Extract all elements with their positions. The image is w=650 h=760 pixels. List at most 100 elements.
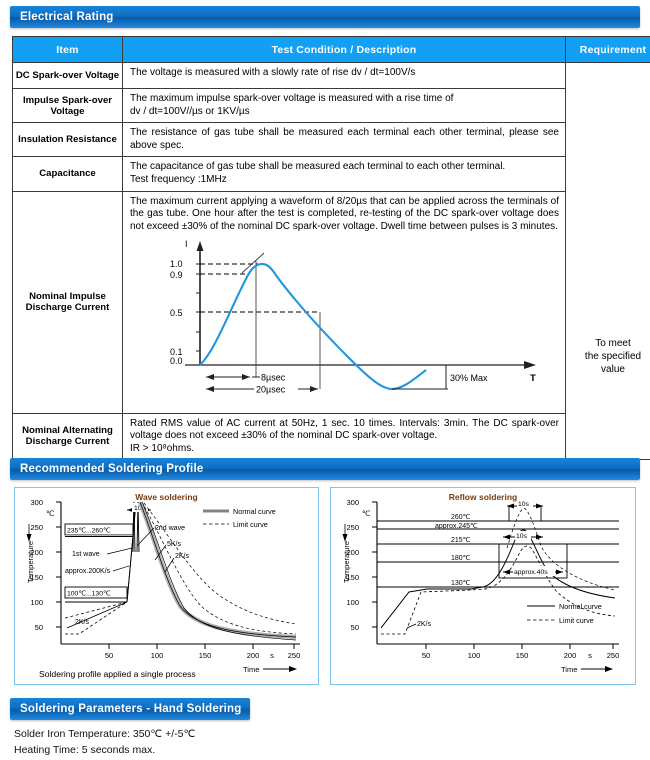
- svg-text:150: 150: [516, 651, 529, 660]
- row-item-capacitance: Capacitance: [12, 156, 123, 192]
- svg-text:Normal curve: Normal curve: [233, 507, 276, 516]
- svg-text:2K/s: 2K/s: [175, 553, 190, 560]
- hand-soldering-parameters: Solder Iron Temperature: 350℃ +/-5℃ Heat…: [14, 726, 414, 758]
- svg-text:2K/s: 2K/s: [417, 621, 432, 628]
- svg-text:℃: ℃: [46, 509, 55, 518]
- svg-text:50: 50: [422, 651, 430, 660]
- row-item-nominal-alternating-discharge-current: Nominal Alternating Discharge Current: [12, 412, 123, 461]
- row-desc-insulation-resistance: The resistance of gas tube shall be meas…: [122, 122, 566, 158]
- impulse-waveform-figure: I T 1.0 0.9 0.5 0.1 0.0: [130, 237, 559, 402]
- desc-line: The voltage is measured with a slowly ra…: [130, 67, 416, 78]
- desc-line: dv / dt=100V//µs or 1KV/µs: [130, 105, 250, 117]
- table-row: Insulation Resistance The resistance of …: [12, 122, 650, 158]
- svg-text:approx.200K/s: approx.200K/s: [65, 568, 111, 575]
- svg-text:8µsec: 8µsec: [261, 373, 286, 383]
- svg-text:300: 300: [30, 498, 43, 507]
- section-title-soldering-parameters: Soldering Parameters - Hand Soldering: [20, 703, 242, 715]
- row-desc-impulse-spark-over-voltage: The maximum impulse spark-over voltage i…: [122, 87, 566, 124]
- svg-text:100: 100: [30, 598, 43, 607]
- section-title-soldering-profile: Recommended Soldering Profile: [20, 463, 204, 475]
- svg-text:Limit curve: Limit curve: [233, 520, 268, 529]
- wave-soldering-title: Wave soldering: [135, 492, 198, 502]
- svg-text:100: 100: [151, 651, 164, 660]
- svg-text:20µsec: 20µsec: [256, 385, 286, 395]
- svg-text:50: 50: [35, 623, 43, 632]
- reflow-soldering-title: Reflow soldering: [448, 492, 518, 502]
- section-title-electrical-rating: Electrical Rating: [20, 11, 114, 23]
- section-header-soldering-profile: Recommended Soldering Profile: [10, 458, 640, 480]
- column-header-item: Item: [12, 36, 123, 63]
- svg-text:150: 150: [199, 651, 212, 660]
- impulse-waveform-svg: I T 1.0 0.9 0.5 0.1 0.0: [170, 239, 536, 396]
- svg-text:100℃...130℃: 100℃...130℃: [67, 591, 111, 598]
- svg-text:approx.40s: approx.40s: [514, 569, 548, 576]
- svg-text:50: 50: [351, 623, 359, 632]
- svg-text:1st wave: 1st wave: [72, 551, 100, 558]
- svg-text:200: 200: [30, 548, 43, 557]
- svg-text:180℃: 180℃: [451, 555, 471, 562]
- desc-paragraph: Rated RMS value of AC current at 50Hz, 1…: [130, 417, 559, 442]
- reflow-soldering-svg: 300 250 200 150 100 50 ℃ Temperature 50: [342, 498, 619, 674]
- table-row: Nominal Alternating Discharge Current Ra…: [12, 412, 650, 461]
- svg-text:300: 300: [346, 498, 359, 507]
- svg-text:0.5: 0.5: [170, 308, 183, 318]
- svg-text:I: I: [185, 239, 188, 249]
- svg-text:approx.245℃: approx.245℃: [435, 523, 478, 530]
- row-desc-capacitance: The capacitance of gas tube shall be mea…: [122, 156, 566, 192]
- svg-text:Limit curve: Limit curve: [559, 616, 594, 625]
- wave-soldering-caption: Soldering profile applied a single proce…: [39, 669, 196, 679]
- svg-text:150: 150: [346, 573, 359, 582]
- row-item-dc-spark-over-voltage: DC Spark-over Voltage: [12, 62, 123, 89]
- svg-text:100: 100: [346, 598, 359, 607]
- row-item-insulation-resistance: Insulation Resistance: [12, 122, 123, 158]
- section-header-soldering-parameters: Soldering Parameters - Hand Soldering: [10, 698, 250, 720]
- solder-iron-temperature: Solder Iron Temperature: 350℃ +/-5℃: [14, 728, 196, 740]
- reflow-soldering-chart: Reflow soldering 300 250 200 150 100 50 …: [330, 487, 636, 685]
- svg-text:2nd wave: 2nd wave: [155, 525, 185, 532]
- desc-line: The maximum impulse spark-over voltage i…: [130, 93, 454, 104]
- svg-text:200: 200: [564, 651, 577, 660]
- svg-text:10s: 10s: [518, 501, 530, 508]
- row-desc-nominal-alternating-discharge-current: Rated RMS value of AC current at 50Hz, 1…: [122, 412, 566, 461]
- svg-text:2K/s: 2K/s: [75, 619, 90, 626]
- svg-text:10s: 10s: [516, 533, 528, 540]
- svg-text:130℃: 130℃: [451, 580, 471, 587]
- wave-soldering-chart: Wave soldering 300 250 200 150 100 50 ℃: [14, 487, 319, 685]
- row-desc-dc-spark-over-voltage: The voltage is measured with a slowly ra…: [122, 62, 566, 89]
- svg-text:0.1: 0.1: [170, 347, 183, 357]
- svg-text:250: 250: [30, 523, 43, 532]
- column-header-description: Test Condition / Description: [122, 36, 566, 63]
- svg-text:215℃: 215℃: [451, 537, 471, 544]
- svg-text:s: s: [270, 651, 274, 660]
- desc-paragraph: The maximum current applying a waveform …: [130, 195, 559, 232]
- svg-text:Normal curve: Normal curve: [559, 602, 602, 611]
- row-item-impulse-spark-over-voltage: Impulse Spark-over Voltage: [12, 87, 123, 124]
- table-row: Nominal Impulse Discharge Current The ma…: [12, 190, 650, 414]
- requirement-line-1: To meet: [595, 337, 631, 349]
- table-header-row: Item Test Condition / Description Requir…: [12, 36, 650, 63]
- desc-line: Test frequency :1MHz: [130, 173, 227, 185]
- svg-text:250: 250: [288, 651, 301, 660]
- row-desc-nominal-impulse-discharge-current: The maximum current applying a waveform …: [122, 190, 566, 414]
- svg-text:50: 50: [105, 651, 113, 660]
- column-header-requirement: Requirement: [565, 36, 650, 63]
- svg-text:200: 200: [346, 548, 359, 557]
- svg-text:100: 100: [468, 651, 481, 660]
- svg-text:Temperature: Temperature: [26, 541, 35, 583]
- wave-soldering-svg: 300 250 200 150 100 50 ℃ Temperature: [26, 498, 301, 674]
- svg-text:0.9: 0.9: [170, 270, 183, 280]
- svg-text:10s: 10s: [134, 505, 146, 512]
- svg-text:Time: Time: [561, 665, 577, 674]
- svg-text:T: T: [530, 373, 536, 384]
- row-item-nominal-impulse-discharge-current: Nominal Impulse Discharge Current: [12, 190, 123, 414]
- svg-text:5K/s: 5K/s: [167, 541, 182, 548]
- table-row: DC Spark-over Voltage The voltage is mea…: [12, 61, 650, 461]
- requirement-line-2: the specified: [584, 350, 642, 362]
- svg-text:1.0: 1.0: [170, 259, 183, 269]
- requirement-line-3: value: [601, 363, 625, 375]
- table-row: Capacitance The capacitance of gas tube …: [12, 156, 650, 192]
- svg-text:Time: Time: [243, 665, 259, 674]
- svg-text:250: 250: [346, 523, 359, 532]
- svg-text:200: 200: [247, 651, 260, 660]
